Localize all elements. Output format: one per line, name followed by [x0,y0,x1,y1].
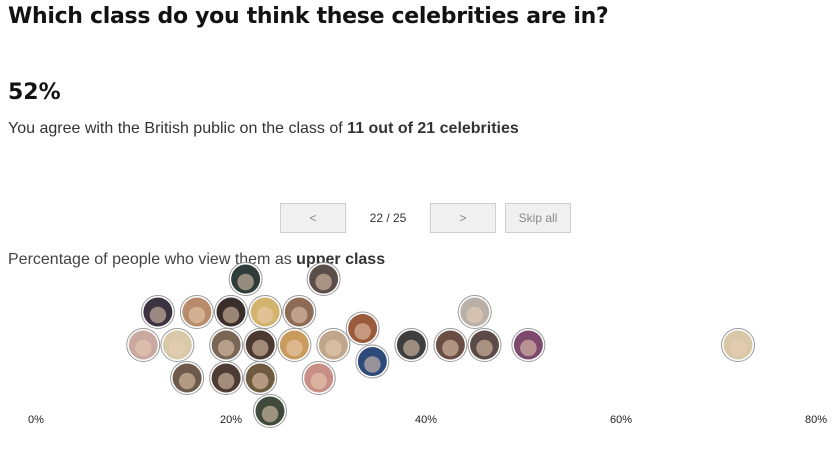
celebrity-point[interactable] [355,344,390,379]
x-tick-label: 20% [219,414,243,426]
chart-subtitle-text: Percentage of people who view them as [8,251,297,268]
celebrity-photo[interactable] [250,297,280,327]
celebrity-point[interactable] [721,328,755,362]
celebrity-photo[interactable] [182,297,212,327]
question-counter: 22 / 25 [369,211,407,225]
x-tick-label: 0% [28,414,44,426]
celebrity-photo[interactable] [231,264,261,294]
x-tick-label: 60% [609,414,633,426]
celebrity-photo[interactable] [304,363,334,393]
celebrity-point[interactable] [467,328,502,362]
celebrity-point[interactable] [282,295,317,329]
celebrity-photo[interactable] [470,330,499,360]
x-tick-label: 40% [414,414,438,426]
celebrity-point[interactable] [209,361,244,395]
celebrity-point[interactable] [345,311,380,346]
celebrity-point[interactable] [253,394,287,428]
celebrity-photo[interactable] [143,297,173,327]
celebrity-photo[interactable] [245,330,275,360]
celebrity-photo[interactable] [348,314,378,343]
chart-subtitle-emphasis: upper class [296,251,386,268]
celebrity-photo[interactable] [279,330,309,360]
celebrity-photo[interactable] [216,297,246,327]
celebrity-photo[interactable] [357,347,387,376]
celebrity-photo[interactable] [396,330,426,360]
celebrity-point[interactable] [170,361,205,395]
celebrity-point[interactable] [248,295,283,329]
chart-subtitle: Percentage of people who view them as up… [8,251,385,269]
agreement-summary: You agree with the British public on the… [8,120,519,138]
celebrity-photo[interactable] [723,330,753,360]
celebrity-point[interactable] [511,328,546,362]
celebrity-point[interactable] [160,328,195,362]
page-title: Which class do you think these celebriti… [8,4,609,29]
celebrity-point[interactable] [140,295,175,329]
celebrity-photo[interactable] [211,363,241,393]
skip-all-button[interactable]: Skip all [505,203,571,233]
celebrity-photo[interactable] [245,363,275,393]
agreement-count: 11 out of 21 celebrities [347,120,519,137]
next-button[interactable]: > [430,203,496,233]
celebrity-photo[interactable] [255,396,285,426]
celebrity-point[interactable] [433,328,468,362]
celebrity-point[interactable] [179,295,214,329]
celebrity-point[interactable] [126,328,161,362]
celebrity-point[interactable] [277,328,312,362]
celebrity-photo[interactable] [309,264,339,294]
agreement-text: You agree with the British public on the… [8,120,348,137]
celebrity-photo[interactable] [435,330,465,360]
celebrity-photo[interactable] [172,363,202,393]
celebrity-point[interactable] [316,328,351,362]
celebrity-point[interactable] [457,295,492,329]
celebrity-photo[interactable] [318,330,348,360]
celebrity-point[interactable] [301,361,336,395]
celebrity-photo[interactable] [284,297,314,327]
celebrity-point[interactable] [243,328,278,362]
celebrity-photo[interactable] [513,330,543,360]
celebrity-photo[interactable] [211,330,241,360]
x-tick-label: 80% [804,414,828,426]
agreement-score: 52% [8,80,61,105]
celebrity-photo[interactable] [460,297,490,327]
celebrity-point[interactable] [209,328,244,362]
celebrity-photo[interactable] [162,330,192,360]
previous-button[interactable]: < [280,203,346,233]
celebrity-photo[interactable] [128,330,158,360]
celebrity-point[interactable] [394,328,429,362]
celebrity-point[interactable] [214,295,248,329]
celebrity-point[interactable] [243,361,278,395]
